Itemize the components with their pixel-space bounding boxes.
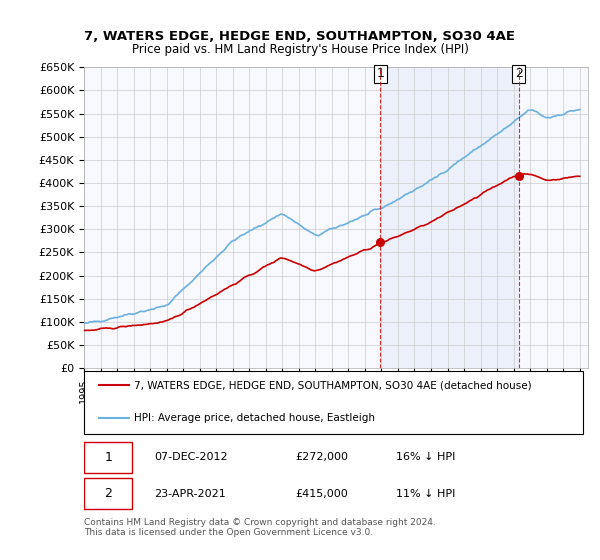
Text: £272,000: £272,000 <box>296 452 349 462</box>
Text: 16% ↓ HPI: 16% ↓ HPI <box>397 452 456 462</box>
Text: Contains HM Land Registry data © Crown copyright and database right 2024.
This d: Contains HM Land Registry data © Crown c… <box>84 518 436 537</box>
Text: 1: 1 <box>376 67 384 80</box>
Point <box>514 171 524 180</box>
Text: HPI: Average price, detached house, Eastleigh: HPI: Average price, detached house, East… <box>134 413 376 423</box>
Text: Price paid vs. HM Land Registry's House Price Index (HPI): Price paid vs. HM Land Registry's House … <box>131 43 469 56</box>
Text: 2: 2 <box>515 67 523 80</box>
Text: 7, WATERS EDGE, HEDGE END, SOUTHAMPTON, SO30 4AE: 7, WATERS EDGE, HEDGE END, SOUTHAMPTON, … <box>85 30 515 43</box>
Text: 1: 1 <box>104 451 112 464</box>
Text: 23-APR-2021: 23-APR-2021 <box>155 488 226 498</box>
Text: £415,000: £415,000 <box>296 488 349 498</box>
Text: 07-DEC-2012: 07-DEC-2012 <box>155 452 228 462</box>
Text: 11% ↓ HPI: 11% ↓ HPI <box>397 488 456 498</box>
FancyBboxPatch shape <box>84 371 583 434</box>
FancyBboxPatch shape <box>84 442 132 473</box>
Point <box>376 238 385 247</box>
Text: 7, WATERS EDGE, HEDGE END, SOUTHAMPTON, SO30 4AE (detached house): 7, WATERS EDGE, HEDGE END, SOUTHAMPTON, … <box>134 380 532 390</box>
Bar <box>380 67 519 368</box>
FancyBboxPatch shape <box>84 478 132 509</box>
Text: 2: 2 <box>104 487 112 500</box>
